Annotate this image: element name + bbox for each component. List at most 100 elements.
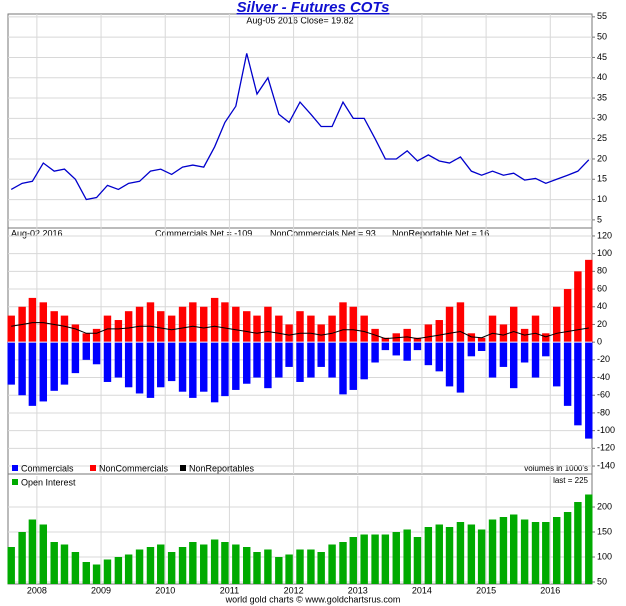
bar xyxy=(413,342,422,351)
bar xyxy=(28,297,37,343)
y-tick-label: -20 xyxy=(597,354,610,364)
bar xyxy=(243,342,251,384)
bar xyxy=(371,534,379,584)
bar xyxy=(243,547,251,584)
bar xyxy=(82,562,91,584)
footer: world gold charts © www.goldchartsrus.co… xyxy=(225,594,401,604)
bar xyxy=(563,342,572,406)
bar xyxy=(210,539,219,584)
bar xyxy=(39,524,48,584)
bar xyxy=(200,544,208,584)
bar xyxy=(467,333,476,343)
bar xyxy=(328,342,336,378)
chart-title: Silver - Futures COTs xyxy=(237,0,390,16)
bar xyxy=(403,529,411,584)
bar xyxy=(221,342,229,397)
bar xyxy=(275,557,283,584)
bar xyxy=(210,342,219,403)
y-tick-label: 55 xyxy=(597,11,607,21)
bar xyxy=(167,552,176,584)
y-tick-label: 60 xyxy=(597,283,607,293)
bar xyxy=(456,302,465,343)
bar xyxy=(114,342,123,378)
bar xyxy=(221,302,229,343)
y-tick-label: 150 xyxy=(597,526,612,536)
y-tick-label: 80 xyxy=(597,266,607,276)
bar xyxy=(253,552,261,584)
bar xyxy=(585,259,593,343)
bar xyxy=(317,552,325,584)
bar xyxy=(7,342,15,385)
bar xyxy=(92,342,101,365)
y-tick-label: -40 xyxy=(597,372,610,382)
bar xyxy=(146,342,155,398)
bar xyxy=(563,289,572,343)
legend-label: NonReportables xyxy=(189,463,255,473)
bar xyxy=(28,519,37,584)
bar xyxy=(200,306,208,343)
bar xyxy=(574,271,582,343)
legend-label: Commercials xyxy=(21,463,74,473)
bar xyxy=(60,544,69,584)
bar xyxy=(189,302,197,343)
y-tick-label: 50 xyxy=(597,32,607,42)
series-line xyxy=(11,322,589,340)
legend-label: NonCommercials xyxy=(99,463,169,473)
bar xyxy=(531,342,540,378)
bar xyxy=(71,342,80,374)
y-tick-label: -100 xyxy=(597,425,615,435)
legend-swatch xyxy=(180,465,186,471)
bar xyxy=(146,302,155,343)
y-tick-label: 30 xyxy=(597,113,607,123)
bar xyxy=(285,342,293,367)
bar xyxy=(413,537,422,584)
bar xyxy=(167,315,176,343)
bar xyxy=(435,342,443,372)
y-tick-label: 0 xyxy=(597,337,602,347)
annotation: NonCommercials Net = 93 xyxy=(270,228,376,238)
bar xyxy=(18,532,26,584)
bar xyxy=(381,337,390,343)
bar xyxy=(275,315,283,343)
y-tick-label: -140 xyxy=(597,460,615,470)
y-tick-label: 20 xyxy=(597,319,607,329)
bar xyxy=(328,315,336,343)
bar xyxy=(285,554,293,584)
bar xyxy=(499,342,508,367)
bar xyxy=(435,320,443,343)
bar xyxy=(7,547,15,584)
bar xyxy=(520,519,529,584)
bar xyxy=(574,342,582,426)
annotation: last = 225 xyxy=(553,476,588,485)
bar xyxy=(124,342,133,388)
bar xyxy=(349,537,357,584)
x-tick-label: 2008 xyxy=(27,585,47,595)
bar xyxy=(488,342,497,378)
bar xyxy=(328,544,336,584)
bar xyxy=(124,554,133,584)
y-tick-label: 20 xyxy=(597,153,607,163)
bar xyxy=(50,542,58,584)
y-tick-label: 100 xyxy=(597,248,612,258)
bar xyxy=(542,333,550,343)
bar xyxy=(339,542,347,584)
bar xyxy=(392,532,400,584)
x-tick-label: 2014 xyxy=(412,585,432,595)
bar xyxy=(552,517,561,584)
y-tick-label: 50 xyxy=(597,576,607,586)
bar xyxy=(253,342,261,378)
bar xyxy=(403,342,411,361)
bar xyxy=(114,557,123,584)
bar xyxy=(456,342,465,393)
bar xyxy=(135,549,144,584)
bar xyxy=(520,342,529,363)
y-tick-label: -80 xyxy=(597,407,610,417)
bar xyxy=(349,306,357,343)
legend-swatch xyxy=(12,465,18,471)
bar xyxy=(135,342,144,394)
y-tick-label: 200 xyxy=(597,501,612,511)
bar xyxy=(585,494,593,584)
bar xyxy=(413,337,422,343)
bar xyxy=(424,324,433,343)
